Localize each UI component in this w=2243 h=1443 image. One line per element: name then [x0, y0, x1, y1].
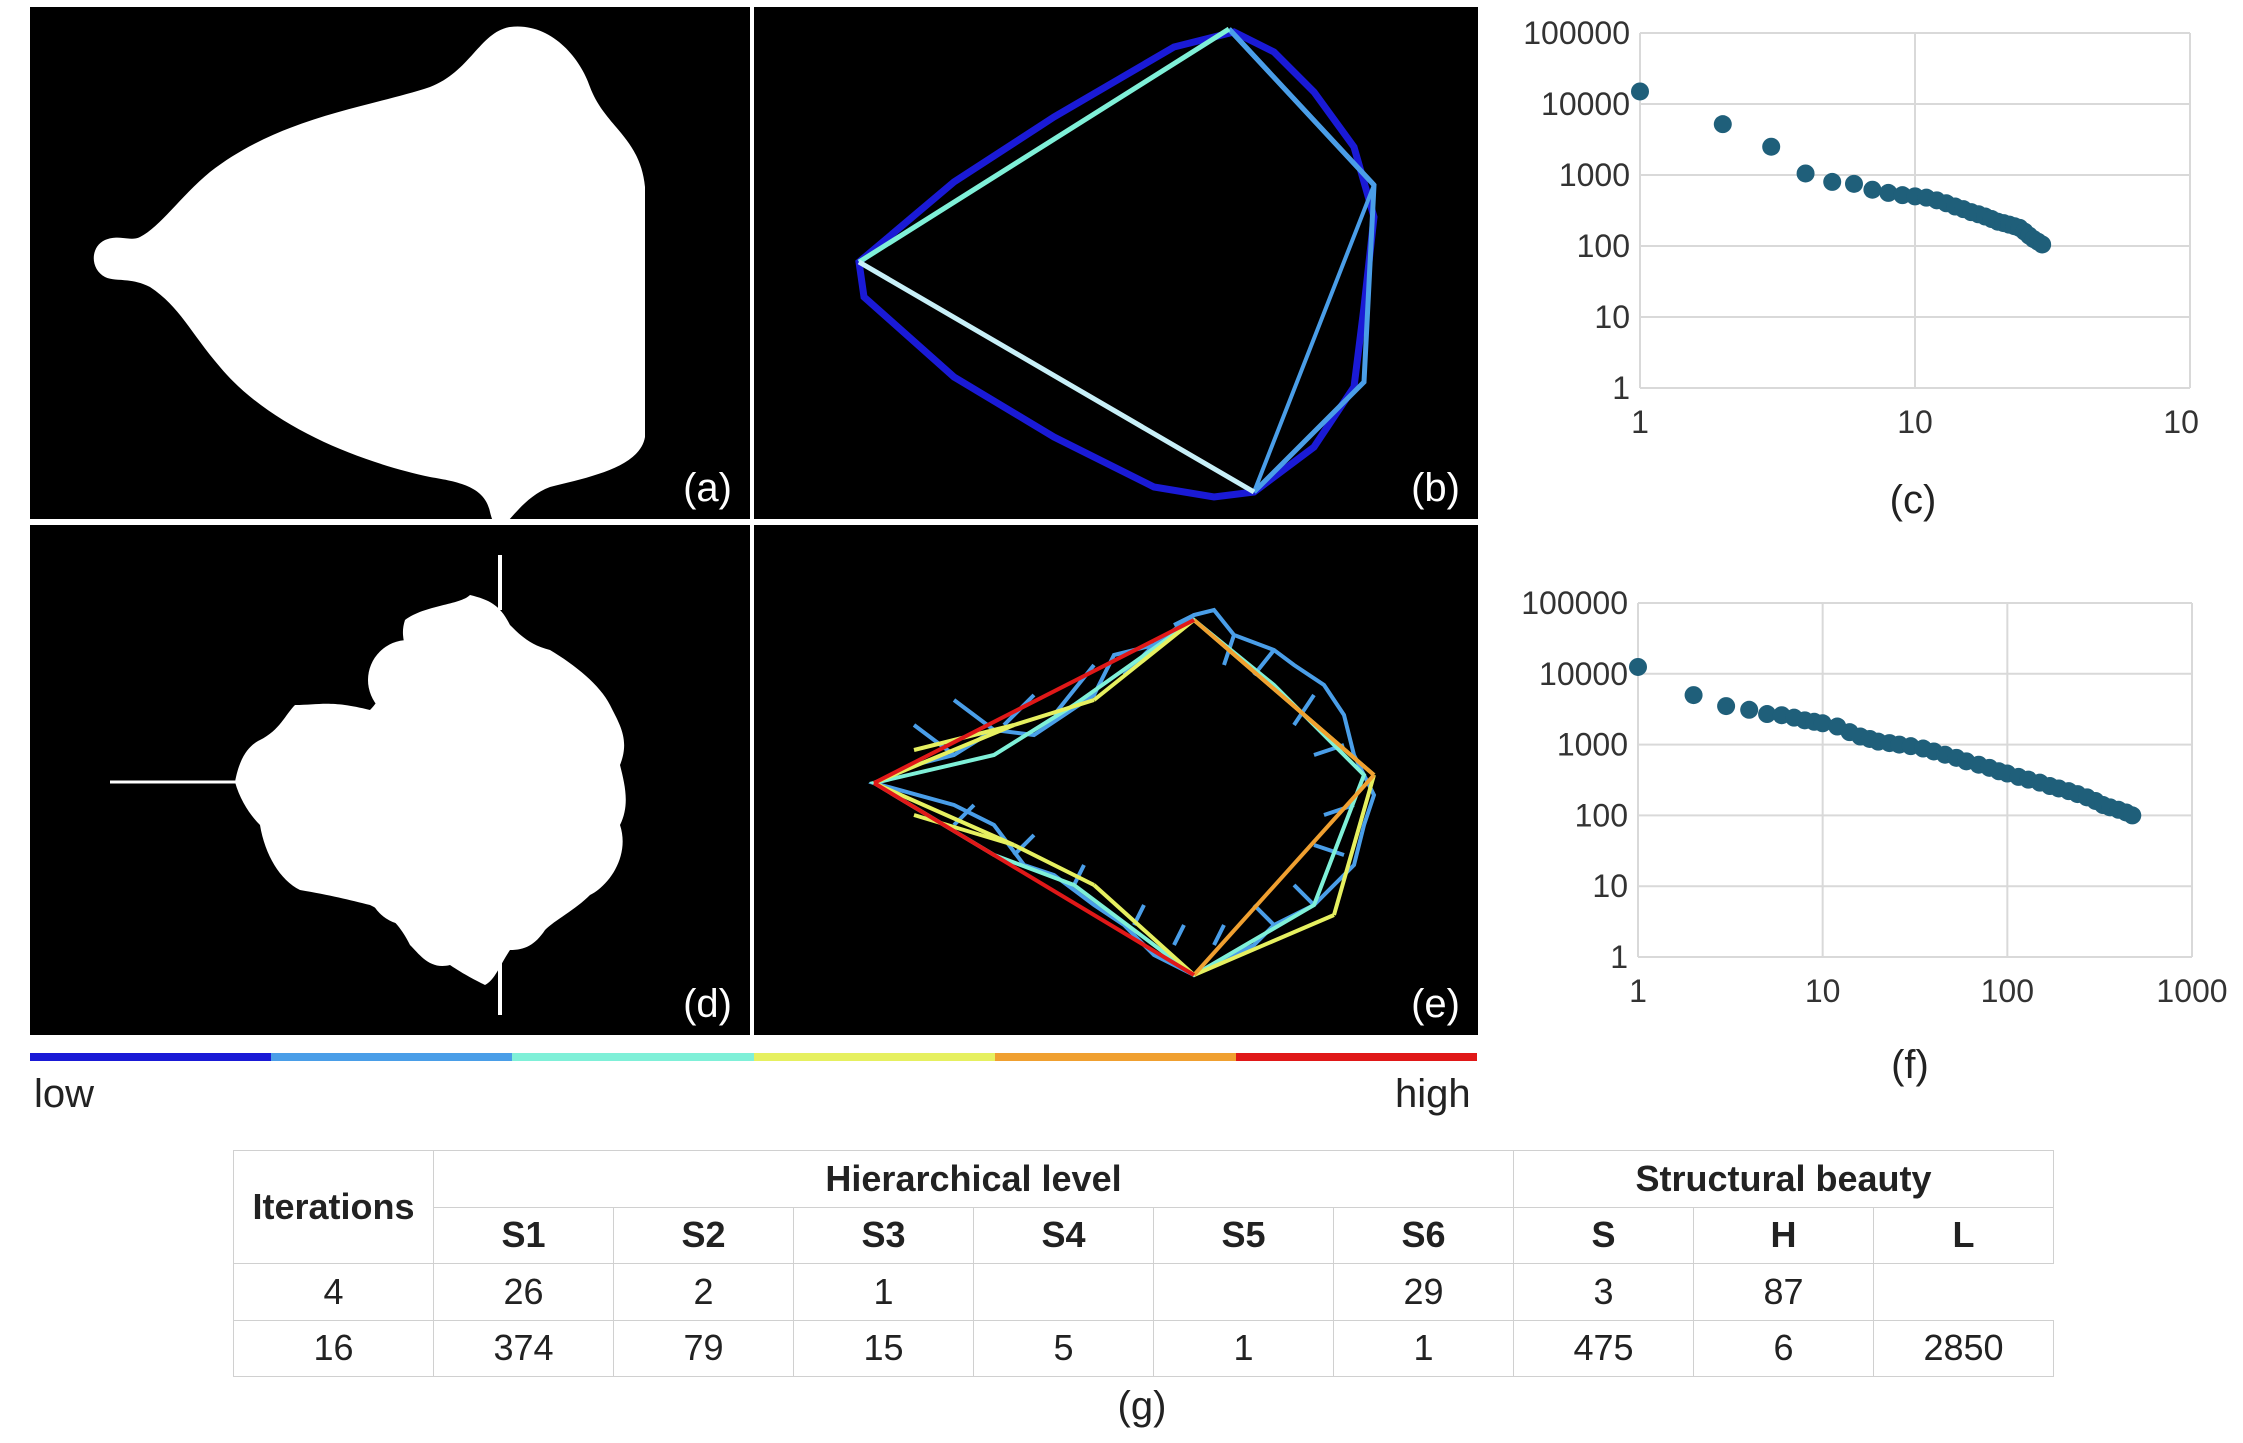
header-beauty: Structural beauty [1513, 1150, 2055, 1208]
structure-b [855, 26, 1378, 501]
data-point [1863, 180, 1882, 199]
y-tick-label: 10 [1594, 299, 1630, 335]
legend-swatch-5 [994, 1053, 1236, 1061]
legend-high-label: high [1395, 1072, 1471, 1116]
table-row: 4 26 2 1 29 3 87 [233, 1263, 2054, 1321]
data-point [1758, 705, 1777, 724]
blob-shape [93, 26, 645, 519]
table-cell: 2850 [1873, 1319, 2055, 1377]
panel-e-image: (e) [754, 525, 1478, 1035]
panel-b-label: (b) [1411, 466, 1460, 510]
table-cell: 1 [1153, 1319, 1334, 1377]
x-tick-label: 1000 [2156, 973, 2227, 1009]
table-cell: 79 [613, 1319, 794, 1377]
subheader-cell: H [1693, 1206, 1875, 1264]
data-point [1684, 686, 1703, 705]
panel-d-image: (d) [30, 525, 750, 1035]
table-cell: 15 [793, 1319, 974, 1377]
data-point [1631, 82, 1649, 101]
table-subheader-row: S1 S2 S3 S4 S5 S6 S H L [234, 1206, 2055, 1264]
y-tick-label: 1 [1610, 939, 1628, 975]
x-tick-label: 100 [1981, 973, 2034, 1009]
table-cell: 29 [1332, 1263, 1515, 1321]
results-table: Iterations Hierarchical level Structural… [233, 1150, 2055, 1377]
y-tick-label: 1000 [1559, 157, 1630, 193]
table-cell: 1 [793, 1263, 974, 1321]
table-cell: 26 [433, 1263, 614, 1321]
subheader-cell: S1 [433, 1206, 614, 1264]
table-cell: 1 [1332, 1319, 1515, 1377]
legend-swatch-3 [512, 1053, 754, 1061]
x-tick-label: 10 [1805, 973, 1841, 1009]
data-point [1796, 164, 1815, 183]
legend-swatch-6 [1235, 1053, 1478, 1061]
panel-d-label: (d) [683, 982, 732, 1026]
panel-a-image: (a) [30, 7, 750, 519]
panel-a-label: (a) [683, 466, 732, 510]
data-point [2033, 235, 2052, 254]
structure-e [868, 607, 1377, 978]
legend-swatch-1 [30, 1053, 272, 1061]
header-hierarchical: Hierarchical level [432, 1150, 1515, 1208]
table-cell [973, 1263, 1154, 1321]
data-point [1879, 183, 1898, 202]
data-point [1717, 697, 1736, 716]
y-tick-label: 10000 [1541, 86, 1630, 122]
y-tick-label: 1000 [1557, 727, 1628, 763]
legend-color-bar [30, 1053, 1478, 1061]
data-point [1823, 172, 1842, 191]
y-tick-label: 10000 [1539, 656, 1628, 692]
caption-c: (c) [1889, 478, 1937, 522]
data-point [1713, 115, 1732, 134]
chart-c: 1 10 100 1000 10000 100000 1 10 100 [1523, 15, 2200, 440]
x-tick-label: 100 [2163, 404, 2200, 440]
table-cell: 2 [613, 1263, 794, 1321]
table-cell: 16 [233, 1319, 434, 1377]
y-tick-label: 100 [1577, 228, 1630, 264]
x-tick-label: 10 [1897, 404, 1933, 440]
table-cell: 374 [433, 1319, 614, 1377]
subheader-cell: S5 [1153, 1206, 1334, 1264]
data-point [1762, 137, 1781, 156]
panel-e-label: (e) [1411, 982, 1460, 1026]
fractal-shape [110, 555, 626, 1015]
table-cell: 87 [1693, 1263, 1875, 1321]
y-tick-label: 100 [1575, 797, 1628, 833]
data-point [1740, 700, 1759, 719]
y-tick-label: 1 [1612, 370, 1630, 406]
y-tick-label: 100000 [1523, 15, 1630, 51]
subheader-cell: S2 [613, 1206, 794, 1264]
table-cell: 6 [1693, 1319, 1875, 1377]
legend-swatch-2 [271, 1053, 513, 1061]
x-tick-label: 1 [1629, 973, 1647, 1009]
subheader-cell: S3 [793, 1206, 974, 1264]
legend-swatch-4 [753, 1053, 995, 1061]
table-cell: 3 [1513, 1263, 1695, 1321]
table-cell: 4 [233, 1263, 434, 1321]
subheader-cell: S6 [1332, 1206, 1515, 1264]
subheader-cell: S [1513, 1206, 1695, 1264]
subheader-cell: L [1873, 1206, 2055, 1264]
data-point [1813, 714, 1832, 733]
legend-low-label: low [34, 1072, 95, 1116]
chart-f: 1 10 100 1000 10000 100000 1 10 100 1000 [1521, 585, 2227, 1009]
y-tick-label: 100000 [1521, 585, 1628, 621]
table-cell [1153, 1263, 1334, 1321]
table-header-row: Iterations Hierarchical level Structural… [233, 1150, 2055, 1264]
data-point [1629, 657, 1647, 676]
header-iterations: Iterations [233, 1150, 434, 1264]
table-cell: 475 [1513, 1319, 1695, 1377]
subheader-cell: S4 [973, 1206, 1154, 1264]
x-tick-label: 1 [1631, 404, 1649, 440]
panel-b-image: (b) [754, 7, 1478, 519]
data-point [1844, 174, 1863, 193]
table-cell: 5 [973, 1319, 1154, 1377]
y-tick-label: 10 [1592, 868, 1628, 904]
caption-g: (g) [1117, 1384, 1167, 1428]
caption-f: (f) [1891, 1043, 1929, 1087]
data-point [2123, 806, 2142, 825]
table-row: 16 374 79 15 5 1 1 475 6 2850 [233, 1319, 2055, 1377]
